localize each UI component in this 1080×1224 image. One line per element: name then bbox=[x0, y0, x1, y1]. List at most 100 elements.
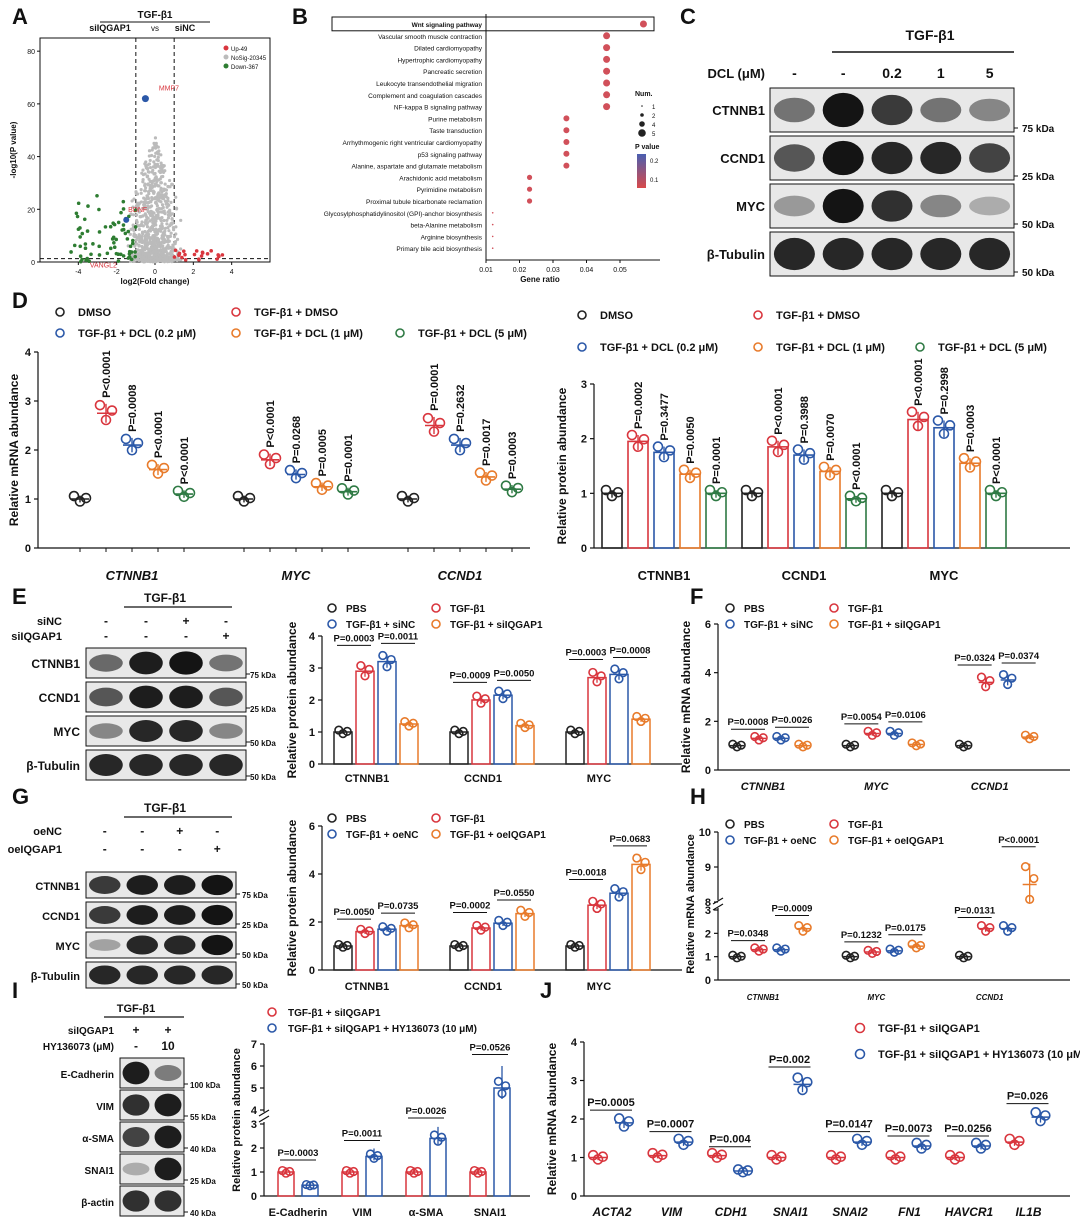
legend-dot bbox=[223, 45, 229, 51]
p-value-label: P=0.0005 bbox=[317, 429, 329, 476]
pathway-dot bbox=[491, 223, 494, 226]
color-bar bbox=[637, 154, 646, 188]
band bbox=[164, 875, 196, 895]
pathway-label: Arachidonic acid metabolism bbox=[399, 175, 482, 182]
y-tick-label: 6 bbox=[251, 1061, 257, 1073]
nosig-point bbox=[161, 249, 165, 253]
data-point bbox=[434, 417, 446, 429]
axis-break bbox=[712, 903, 724, 911]
nosig-point bbox=[169, 222, 173, 226]
down-point bbox=[121, 207, 126, 211]
down-point bbox=[105, 251, 110, 256]
data-point bbox=[998, 669, 1009, 680]
legend-label: TGF-β1 bbox=[450, 814, 485, 825]
nosig-point bbox=[147, 235, 151, 240]
down-point bbox=[121, 254, 126, 258]
data-point bbox=[801, 1076, 813, 1088]
legend-label: TGF-β1 + oeIQGAP1 bbox=[848, 836, 944, 847]
data-point bbox=[94, 399, 106, 411]
y-tick-label: 1 bbox=[251, 1167, 257, 1179]
data-point bbox=[716, 486, 728, 498]
lane-sign: - bbox=[140, 824, 144, 838]
data-point bbox=[600, 484, 612, 496]
p-value-label: P=0.0256 bbox=[944, 1123, 991, 1135]
legend-marker bbox=[753, 342, 763, 352]
bar bbox=[679, 473, 701, 549]
y-tick-label: 2 bbox=[581, 434, 587, 446]
nosig-point bbox=[153, 230, 157, 234]
p-value-label: P=0.0003 bbox=[278, 1148, 319, 1159]
band-label: CCND1 bbox=[720, 151, 765, 166]
nosig-point bbox=[154, 223, 158, 227]
p-value-label: P=0.0324 bbox=[954, 653, 996, 664]
nosig-point bbox=[163, 255, 167, 259]
y-tick-label: 1 bbox=[705, 952, 711, 964]
data-point bbox=[305, 1181, 315, 1191]
legend-label: 0.2 bbox=[650, 159, 659, 165]
down-point bbox=[133, 208, 138, 213]
legend-label: TGF-β1 + siIQGAP1 bbox=[288, 1008, 381, 1019]
x-category-label: MYC bbox=[930, 568, 960, 583]
down-point bbox=[86, 204, 90, 208]
legend-label: 4 bbox=[652, 123, 656, 129]
nosig-point bbox=[146, 183, 150, 187]
nosig-point bbox=[150, 225, 154, 229]
pathway-dot bbox=[563, 162, 570, 169]
down-point bbox=[97, 253, 102, 257]
data-point bbox=[752, 486, 764, 498]
legend-marker bbox=[231, 328, 241, 338]
p-value-label: P=0.0008 bbox=[610, 645, 651, 656]
band bbox=[89, 939, 121, 951]
nosig-point bbox=[174, 206, 179, 210]
p-value-label: P=0.0683 bbox=[610, 834, 651, 845]
up-point bbox=[209, 249, 213, 253]
y-tick-label: 8 bbox=[705, 897, 711, 909]
pathway-label: Pyrimidine metabolism bbox=[417, 187, 482, 194]
data-point bbox=[798, 742, 808, 752]
data-point bbox=[408, 492, 420, 504]
nosig-point bbox=[146, 170, 150, 174]
bar bbox=[587, 904, 607, 971]
chart-subtitle: siNC bbox=[175, 23, 196, 33]
x-tick-label: 0.02 bbox=[513, 267, 527, 274]
y-tick-label: 0 bbox=[581, 543, 587, 555]
x-category-label: IL1B bbox=[1015, 1205, 1041, 1219]
nosig-point bbox=[153, 146, 158, 150]
bar bbox=[429, 1137, 447, 1197]
data-point bbox=[984, 484, 996, 496]
p-value-label: P<0.0001 bbox=[851, 442, 863, 489]
band bbox=[164, 935, 196, 955]
nosig-point bbox=[169, 231, 173, 235]
axis-break bbox=[258, 1115, 270, 1123]
legend-label: NoSig-20345 bbox=[231, 56, 267, 62]
nosig-point bbox=[158, 256, 162, 260]
data-point bbox=[664, 445, 676, 456]
pathway-label: Dilated cardiomyopathy bbox=[414, 46, 483, 53]
legend-marker bbox=[577, 342, 587, 352]
highlight-box bbox=[331, 16, 655, 32]
x-tick-label: 4 bbox=[230, 269, 234, 276]
y-tick-label: 60 bbox=[27, 102, 35, 109]
down-point bbox=[120, 228, 124, 232]
chart-subtitle: siIQGAP1 bbox=[89, 23, 131, 33]
p-value-label: P=0.1232 bbox=[841, 930, 882, 941]
lane-sign: + bbox=[222, 629, 229, 643]
nosig-point bbox=[159, 200, 163, 204]
nosig-point bbox=[157, 178, 161, 182]
data-point bbox=[422, 412, 434, 424]
band-label: CTNNB1 bbox=[31, 657, 80, 671]
p-value-label: P<0.0001 bbox=[998, 835, 1040, 846]
bar bbox=[933, 426, 955, 549]
down-point bbox=[116, 220, 121, 225]
legend-dot bbox=[223, 54, 229, 60]
data-point bbox=[120, 433, 132, 445]
p-value-label: P=0.0003 bbox=[334, 633, 375, 644]
nosig-point bbox=[165, 258, 169, 262]
pathway-dot bbox=[563, 127, 570, 134]
p-value-label: P=0.002 bbox=[769, 1054, 810, 1066]
nosig-point bbox=[159, 175, 164, 179]
band-label: SNAI1 bbox=[85, 1166, 115, 1177]
data-point bbox=[704, 484, 716, 496]
down-point bbox=[127, 255, 132, 260]
nosig-point bbox=[154, 227, 158, 231]
